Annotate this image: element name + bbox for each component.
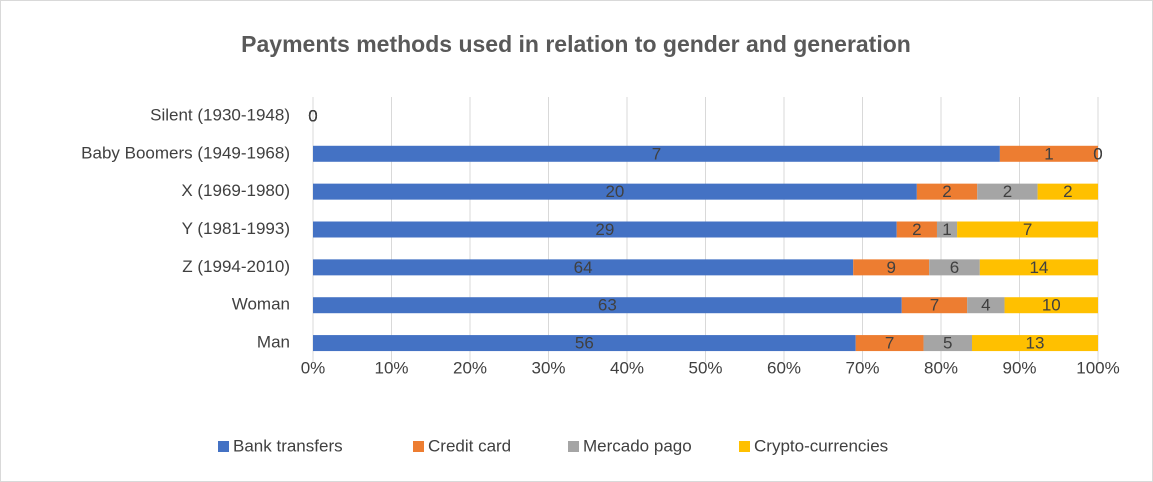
data-label: 9 [886,258,895,277]
legend-label: Bank transfers [233,436,343,455]
data-label: 2 [1003,182,1012,201]
x-tick-label: 60% [767,358,801,377]
bar-segment [313,221,897,238]
data-label: 7 [1023,220,1032,239]
x-tick-label: 100% [1076,358,1119,377]
data-label: 2 [912,220,921,239]
y-tick-label: Z (1994-2010) [182,257,290,276]
y-tick-label: Baby Boomers (1949-1968) [81,143,290,162]
data-label: 13 [1026,334,1045,353]
data-label: 6 [950,258,959,277]
y-tick-label: Silent (1930-1948) [150,105,290,124]
data-label: 5 [943,334,952,353]
data-label: 4 [981,296,990,315]
x-tick-label: 50% [688,358,722,377]
bar-segment [313,297,902,314]
bar-segment [313,259,854,276]
bar-segment [916,183,978,200]
chart-title: Payments methods used in relation to gen… [241,31,911,57]
x-tick-label: 20% [453,358,487,377]
x-tick-label: 80% [924,358,958,377]
x-tick-label: 10% [374,358,408,377]
bar-segment [936,221,958,238]
bar-segment [896,221,937,238]
bar-segment [972,335,1098,352]
data-label: 56 [575,334,594,353]
data-label: 0 [308,106,317,125]
data-label: 0 [308,106,317,125]
bar-segment [979,259,1098,276]
bar-segment [901,297,968,314]
data-label: 1 [942,220,951,239]
legend-swatch [413,441,424,452]
legend-label: Crypto-currencies [754,436,888,455]
legend-swatch [739,441,750,452]
y-tick-label: X (1969-1980) [181,181,290,200]
data-label: 20 [605,182,624,201]
y-tick-label: Woman [232,295,290,314]
data-label: 14 [1029,258,1048,277]
bar-segment [1037,183,1098,200]
y-tick-label: Man [257,333,290,352]
data-label: 7 [652,144,661,163]
bar-segment [977,183,1038,200]
bar-segment [957,221,1098,238]
bar-segment [1004,297,1098,314]
x-tick-label: 0% [301,358,326,377]
data-label: 1 [1044,144,1053,163]
y-tick-label: Y (1981-1993) [182,219,290,238]
data-label: 2 [942,182,951,201]
bar-segment [313,183,917,200]
bar-segment [929,259,980,276]
bar-segment [967,297,1005,314]
data-label: 7 [885,334,894,353]
x-tick-label: 90% [1002,358,1036,377]
bar-segment [999,145,1098,162]
legend-label: Mercado pago [583,436,692,455]
bar-segment [853,259,930,276]
data-label: 0 [1093,144,1102,163]
bar-segment [923,335,973,352]
legend-swatch [568,441,579,452]
legend-label: Credit card [428,436,511,455]
legend-swatch [218,441,229,452]
data-label: 0 [308,106,317,125]
data-label: 63 [598,296,617,315]
bar-segment [313,145,1000,162]
x-tick-label: 40% [610,358,644,377]
data-label: 7 [930,296,939,315]
data-label: 29 [595,220,614,239]
bar-segment [313,335,856,352]
x-tick-label: 30% [531,358,565,377]
x-tick-label: 70% [845,358,879,377]
bar-segment [855,335,924,352]
data-label: 64 [574,258,593,277]
data-label: 0 [1093,144,1102,163]
data-label: 10 [1042,296,1061,315]
data-label: 0 [308,106,317,125]
data-label: 2 [1063,182,1072,201]
